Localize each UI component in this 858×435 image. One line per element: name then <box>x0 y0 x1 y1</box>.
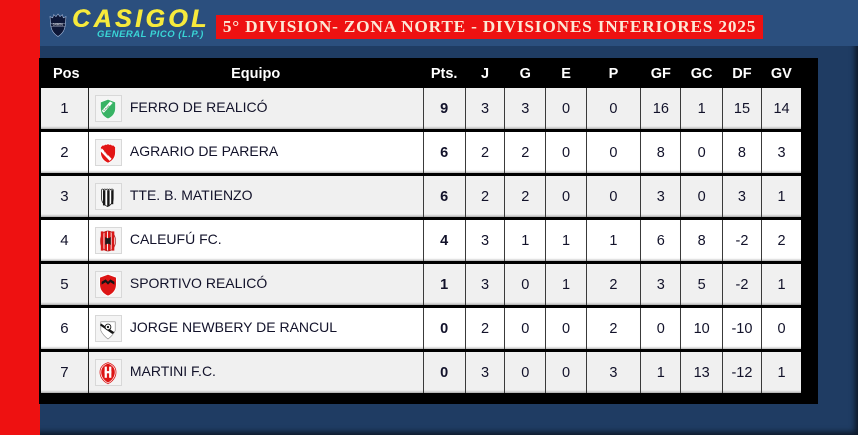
svg-text:CASIGOL: CASIGOL <box>53 24 64 27</box>
